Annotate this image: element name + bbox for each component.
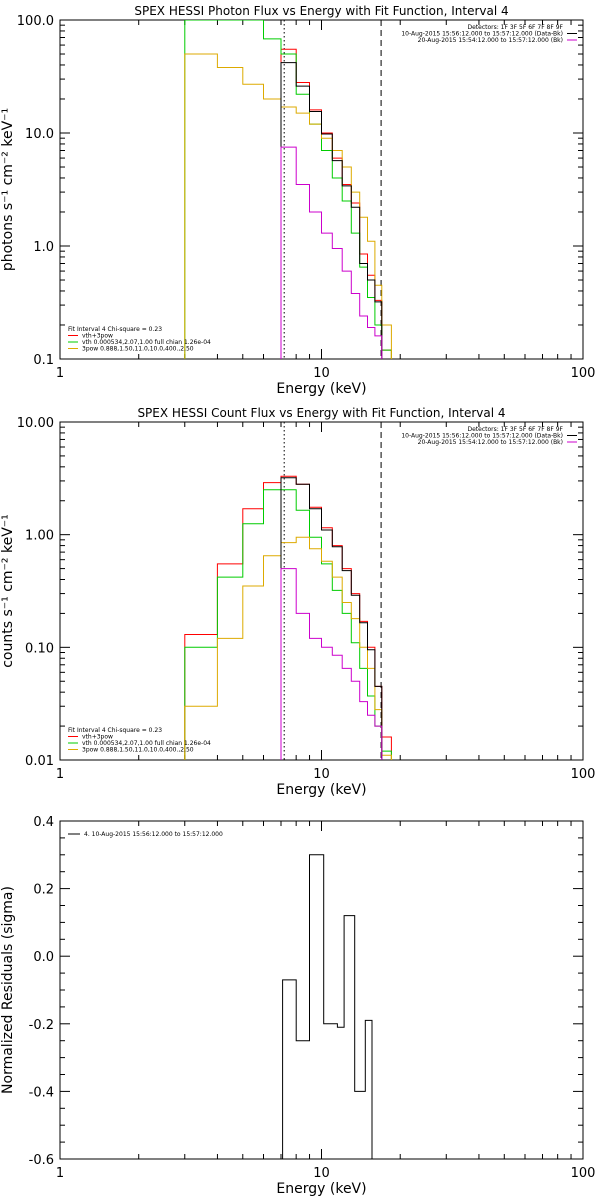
- series-bk-line: [280, 146, 383, 359]
- series-3pow-line: [184, 53, 392, 359]
- series-vth-3pow-line: [280, 48, 392, 359]
- series-residuals-line: [282, 854, 380, 1159]
- header-line: 20-Aug-2015 15:54:12.000 to 15:57:12.000…: [418, 439, 563, 446]
- y-tick-label: 0.1: [33, 353, 54, 368]
- fit-legend-entry: vth 0.000534,2.07,1.00 full chian 1.26e-…: [82, 339, 211, 346]
- panel-3: 1 10 100 -0.6 -0.4 -0.2 0.0 0.2 0.4 Energy (keV) N…: [0, 815, 595, 1197]
- x-tick-label: 10: [313, 1166, 330, 1181]
- fit-legend-entry: 3pow 0.888,1.50,11.0,10.0,400.,2.50: [82, 747, 194, 754]
- y-tick-label: 1.00: [25, 529, 54, 544]
- series-data-bk-line: [280, 477, 383, 760]
- legend-entry: 4. 10-Aug-2015 15:56:12.000 to 15:57:12.…: [84, 831, 223, 838]
- header-line: 10-Aug-2015 15:56:12.000 to 15:57:12.000…: [401, 31, 563, 38]
- x-axis-label: Energy (keV): [276, 381, 366, 397]
- series-data-bk-line: [280, 62, 383, 359]
- x-tick-label: 1: [56, 1166, 64, 1181]
- y-tick-label: 1.0: [33, 240, 54, 255]
- y-tick-label: 0.2: [33, 883, 54, 898]
- x-tick-label: 100: [571, 366, 596, 381]
- plot-frame: [59, 820, 584, 1160]
- chart-title: SPEX HESSI Count Flux vs Energy with Fit…: [137, 406, 505, 420]
- y-tick-label: 10.00: [17, 416, 54, 431]
- chart-title: SPEX HESSI Photon Flux vs Energy with Fi…: [134, 4, 508, 18]
- series-3pow-line: [184, 536, 392, 760]
- x-axis-label: Energy (keV): [276, 1181, 366, 1197]
- plot-frame: [59, 19, 584, 360]
- plot-area: [282, 854, 380, 1159]
- x-axis-label: Energy (keV): [276, 782, 366, 798]
- series-vth-line: [184, 20, 392, 359]
- panel-2: SPEX HESSI Count Flux vs Energy with Fit…: [0, 406, 595, 798]
- y-tick-label: 10.0: [25, 127, 54, 142]
- fit-legend-entry: vth+3pow: [82, 333, 113, 340]
- series-bk-line: [280, 568, 383, 760]
- panel-1: SPEX HESSI Photon Flux vs Energy with Fi…: [0, 4, 595, 397]
- y-tick-label: -0.6: [29, 1153, 54, 1168]
- fit-legend-entry: vth+3pow: [82, 734, 113, 741]
- fit-legend-entry: 3pow 0.888,1.50,11.0,10.0,400.,2.50: [82, 346, 194, 353]
- x-tick-label: 100: [571, 1166, 596, 1181]
- series-vth-line: [184, 489, 392, 760]
- fit-legend-title: Fit Interval 4 Chi-square = 0.23: [68, 326, 162, 333]
- y-axis-label: counts s⁻¹ cm⁻² keV⁻¹: [0, 514, 16, 668]
- plot-area: [184, 20, 392, 359]
- header-line: Detectors: 1F 3F 5F 6F 7F 8F 9F: [467, 24, 563, 31]
- y-tick-label: 0.0: [33, 950, 54, 965]
- header-line: Detectors: 1F 3F 5F 6F 7F 8F 9F: [467, 426, 563, 433]
- y-tick-label: -0.4: [29, 1085, 54, 1100]
- x-tick-label: 1: [56, 366, 64, 381]
- y-tick-label: 0.10: [25, 641, 54, 656]
- x-tick-label: 10: [313, 366, 330, 381]
- y-axis-label: Normalized Residuals (sigma): [0, 886, 16, 1094]
- y-tick-label: 100.0: [17, 14, 54, 29]
- y-axis-label: photons s⁻¹ cm⁻² keV⁻¹: [0, 108, 16, 271]
- header-line: 10-Aug-2015 15:56:12.000 to 15:57:12.000…: [401, 433, 563, 440]
- y-tick-label: -0.2: [29, 1018, 54, 1033]
- x-tick-label: 100: [571, 767, 596, 782]
- fit-legend-entry: vth 0.000534,2.07,1.00 full chian 1.26e-…: [82, 740, 211, 747]
- y-tick-label: 0.01: [25, 754, 54, 769]
- plot-frame: [59, 421, 584, 761]
- plot-area: [184, 422, 392, 760]
- x-tick-label: 10: [313, 767, 330, 782]
- y-tick-label: 0.4: [33, 815, 54, 830]
- x-tick-label: 1: [56, 767, 64, 782]
- series-vth-3pow-line: [184, 475, 392, 760]
- fit-legend-title: Fit Interval 4 Chi-square = 0.23: [68, 727, 162, 734]
- header-line: 20-Aug-2015 15:54:12.000 to 15:57:12.000…: [418, 37, 563, 44]
